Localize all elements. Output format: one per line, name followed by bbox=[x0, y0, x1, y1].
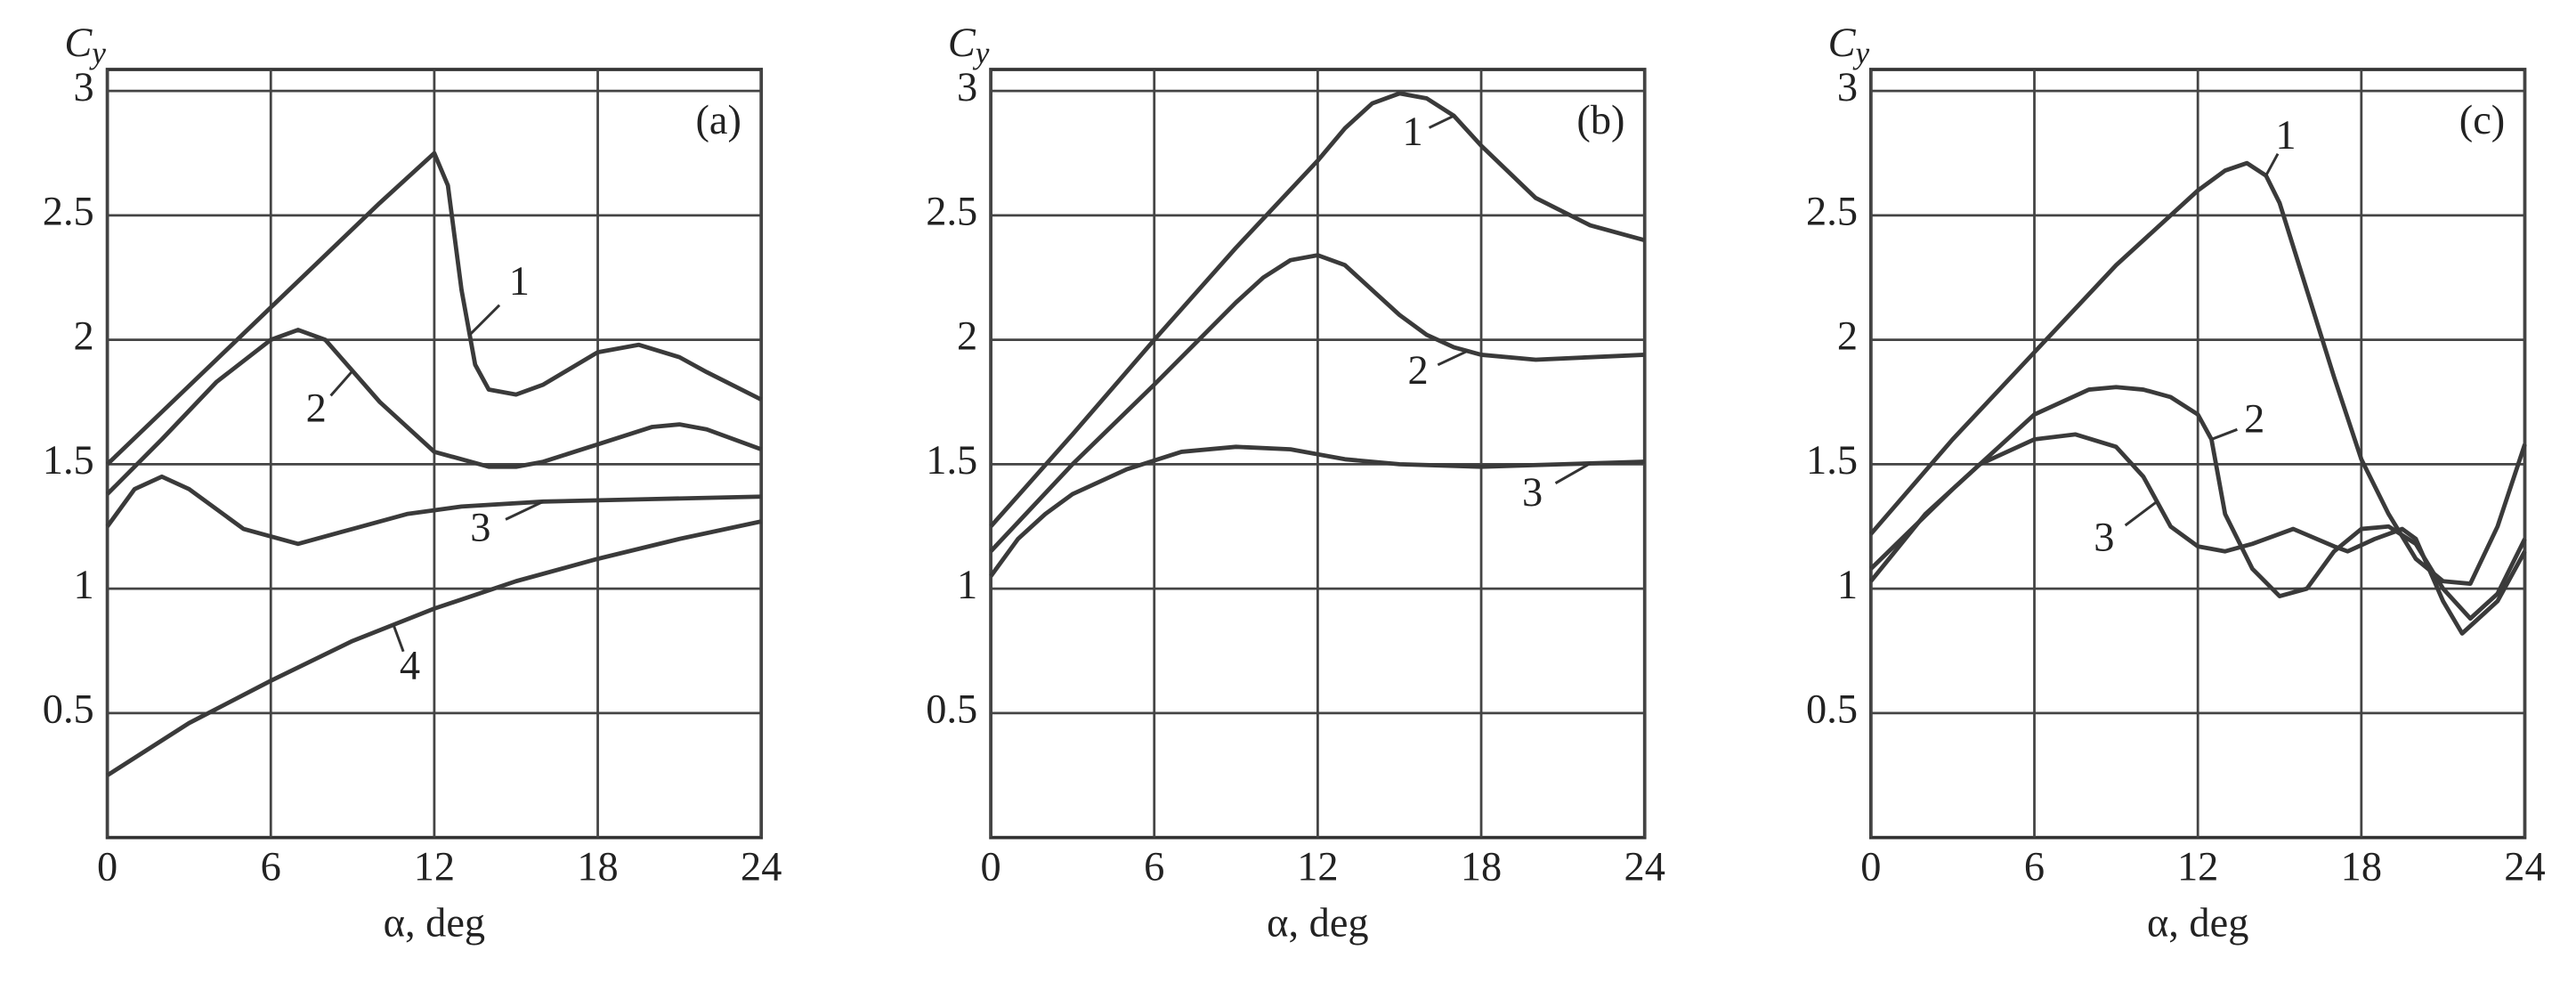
x-tick-label: 12 bbox=[1297, 844, 1338, 890]
y-tick-label: 2 bbox=[957, 313, 977, 359]
x-axis-label: α, deg bbox=[384, 900, 485, 946]
curve bbox=[106, 519, 762, 777]
y-tick-label: 2 bbox=[1837, 313, 1858, 359]
y-tick-label: 1 bbox=[957, 563, 977, 608]
y-tick-label: 2 bbox=[74, 313, 94, 359]
leader-line bbox=[505, 500, 544, 521]
leader-line bbox=[1428, 114, 1455, 129]
x-tick-label: 0 bbox=[97, 844, 117, 890]
x-tick-label: 0 bbox=[980, 844, 1000, 890]
x-tick-label: 6 bbox=[261, 844, 281, 890]
y-tick-label: 2.5 bbox=[1806, 190, 1858, 235]
y-tick-label: 1 bbox=[74, 563, 94, 608]
curve bbox=[989, 444, 1645, 578]
y-axis-label-sub: y bbox=[89, 36, 106, 70]
leader-line bbox=[329, 370, 354, 397]
x-axis-label: α, deg bbox=[1267, 900, 1368, 946]
leader-line bbox=[2264, 152, 2280, 176]
curve-label: 2 bbox=[2244, 397, 2264, 443]
curve-label: 1 bbox=[2275, 113, 2296, 158]
curve bbox=[989, 253, 1645, 553]
leader-line bbox=[1554, 462, 1592, 485]
y-axis-label-main: C bbox=[1828, 20, 1857, 66]
panel-label: (a) bbox=[695, 98, 741, 143]
curve-label: 2 bbox=[1407, 348, 1428, 394]
x-tick-label: 6 bbox=[1144, 844, 1164, 890]
panel-label: (c) bbox=[2459, 98, 2505, 143]
y-tick-label: 1 bbox=[1837, 563, 1858, 608]
curve bbox=[105, 150, 763, 467]
y-tick-label: 2.5 bbox=[926, 190, 977, 235]
y-tick-label: 0.5 bbox=[43, 687, 94, 733]
y-axis-label: Cy bbox=[948, 20, 990, 71]
y-tick-label: 1.5 bbox=[926, 438, 977, 483]
y-tick-label: 0.5 bbox=[926, 687, 977, 733]
x-tick-label: 0 bbox=[1860, 844, 1881, 890]
y-tick-label: 3 bbox=[957, 65, 977, 110]
x-tick-label: 18 bbox=[2341, 844, 2382, 890]
x-tick-label: 6 bbox=[2024, 844, 2045, 890]
y-tick-label: 1.5 bbox=[43, 438, 94, 483]
y-tick-label: 0.5 bbox=[1806, 687, 1858, 733]
curve bbox=[1869, 385, 2527, 621]
leader-line bbox=[468, 304, 501, 337]
y-axis-label-main: C bbox=[948, 20, 976, 66]
curve-label: 1 bbox=[1402, 110, 1422, 155]
y-tick-label: 3 bbox=[74, 65, 94, 110]
y-axis-label-sub: y bbox=[1853, 36, 1870, 70]
y-axis-label: Cy bbox=[64, 20, 106, 71]
leader-line bbox=[1437, 349, 1469, 367]
x-tick-label: 18 bbox=[1461, 844, 1502, 890]
x-tick-label: 24 bbox=[2504, 844, 2545, 890]
y-tick-label: 3 bbox=[1837, 65, 1858, 110]
x-tick-label: 24 bbox=[741, 844, 782, 890]
x-tick-label: 12 bbox=[2177, 844, 2218, 890]
y-tick-label: 2.5 bbox=[43, 190, 94, 235]
curve-label: 4 bbox=[400, 643, 420, 688]
y-tick-label: 1.5 bbox=[1806, 438, 1858, 483]
leader-line bbox=[392, 624, 405, 653]
curve-label: 2 bbox=[306, 386, 327, 432]
curve-label: 3 bbox=[1522, 470, 1543, 516]
x-tick-label: 12 bbox=[414, 844, 455, 890]
curve bbox=[105, 474, 762, 547]
y-axis-label-main: C bbox=[64, 20, 93, 66]
leader-line bbox=[2210, 427, 2238, 441]
x-tick-label: 18 bbox=[577, 844, 618, 890]
panel-label: (b) bbox=[1576, 98, 1624, 143]
curve-label: 3 bbox=[470, 505, 490, 550]
curve bbox=[1869, 160, 2527, 586]
curve bbox=[105, 328, 763, 496]
x-axis-label: α, deg bbox=[2147, 900, 2248, 946]
leader-line bbox=[2124, 500, 2159, 527]
curve bbox=[989, 91, 1646, 528]
curve bbox=[1868, 432, 2527, 636]
y-axis-label-sub: y bbox=[973, 36, 990, 70]
curve-label: 3 bbox=[2094, 515, 2114, 560]
x-tick-label: 24 bbox=[1624, 844, 1665, 890]
y-axis-label: Cy bbox=[1828, 20, 1870, 71]
curve-label: 1 bbox=[509, 259, 530, 305]
